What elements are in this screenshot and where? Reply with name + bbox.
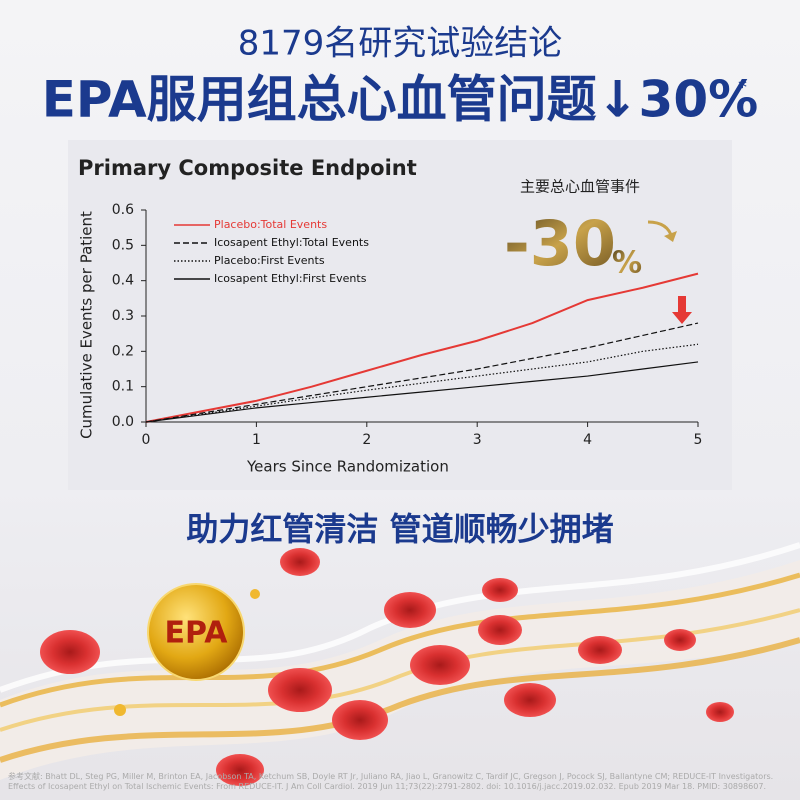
- legend-label: Placebo:First Events: [214, 254, 325, 267]
- x-tick-label: 0: [142, 432, 151, 448]
- annotation-title: 主要总心血管事件: [520, 178, 640, 196]
- plot: 0.0 0.1 0.2 0.3 0.4 0.5 0.6 0 1 2 3 4 5 Placebo:Total…: [112, 202, 703, 448]
- badge-label: EPA: [165, 616, 229, 651]
- y-tick-label: 0.5: [112, 237, 134, 253]
- y-tick-label: 0.2: [112, 343, 134, 359]
- line-series: [145, 322, 699, 423]
- reference: 参考文献: Bhatt DL, Steg PG, Miller M, Brint…: [8, 772, 774, 791]
- annotation-number: -30: [504, 207, 616, 280]
- highlight-arrow: [672, 296, 692, 324]
- x-tick-label: 2: [362, 432, 371, 448]
- x-tick-label: 3: [473, 432, 482, 448]
- x-axis-label: Years Since Randomization: [246, 458, 449, 476]
- legend-label: Icosapent Ethyl:Total Events: [214, 236, 369, 249]
- y-tick-label: 0.6: [112, 202, 134, 218]
- chart-title: Primary Composite Endpoint: [78, 156, 417, 180]
- subtitle: 8179名研究试验结论: [238, 24, 563, 64]
- y-tick-label: 0.1: [112, 379, 134, 395]
- vessel-illustration: [0, 542, 800, 786]
- line-series: [145, 272, 699, 423]
- headline: EPA服用组总心血管问题↓30%: [42, 71, 758, 129]
- annotation-arrowhead: [664, 231, 677, 242]
- y-tick-label: 0.4: [112, 273, 134, 289]
- tagline: 助力红管清洁 管道顺畅少拥堵: [186, 510, 613, 548]
- note-mark: *: [738, 77, 747, 98]
- annotation-unit: %: [612, 246, 642, 281]
- y-tick-label: 0.3: [112, 308, 134, 324]
- legend-label: Placebo:Total Events: [214, 218, 327, 231]
- x-tick-label: 5: [694, 432, 703, 448]
- reference-box: 参考文献: Bhatt DL, Steg PG, Miller M, Brint…: [8, 772, 774, 791]
- line-series: [145, 361, 699, 423]
- y-tick-label: 0.0: [112, 414, 134, 430]
- x-tick-label: 1: [252, 432, 261, 448]
- legend-label: Icosapent Ethyl:First Events: [214, 272, 367, 285]
- x-tick-label: 4: [583, 432, 592, 448]
- y-axis-label: Cumulative Events per Patient: [78, 211, 96, 439]
- chart-panel: [68, 140, 732, 490]
